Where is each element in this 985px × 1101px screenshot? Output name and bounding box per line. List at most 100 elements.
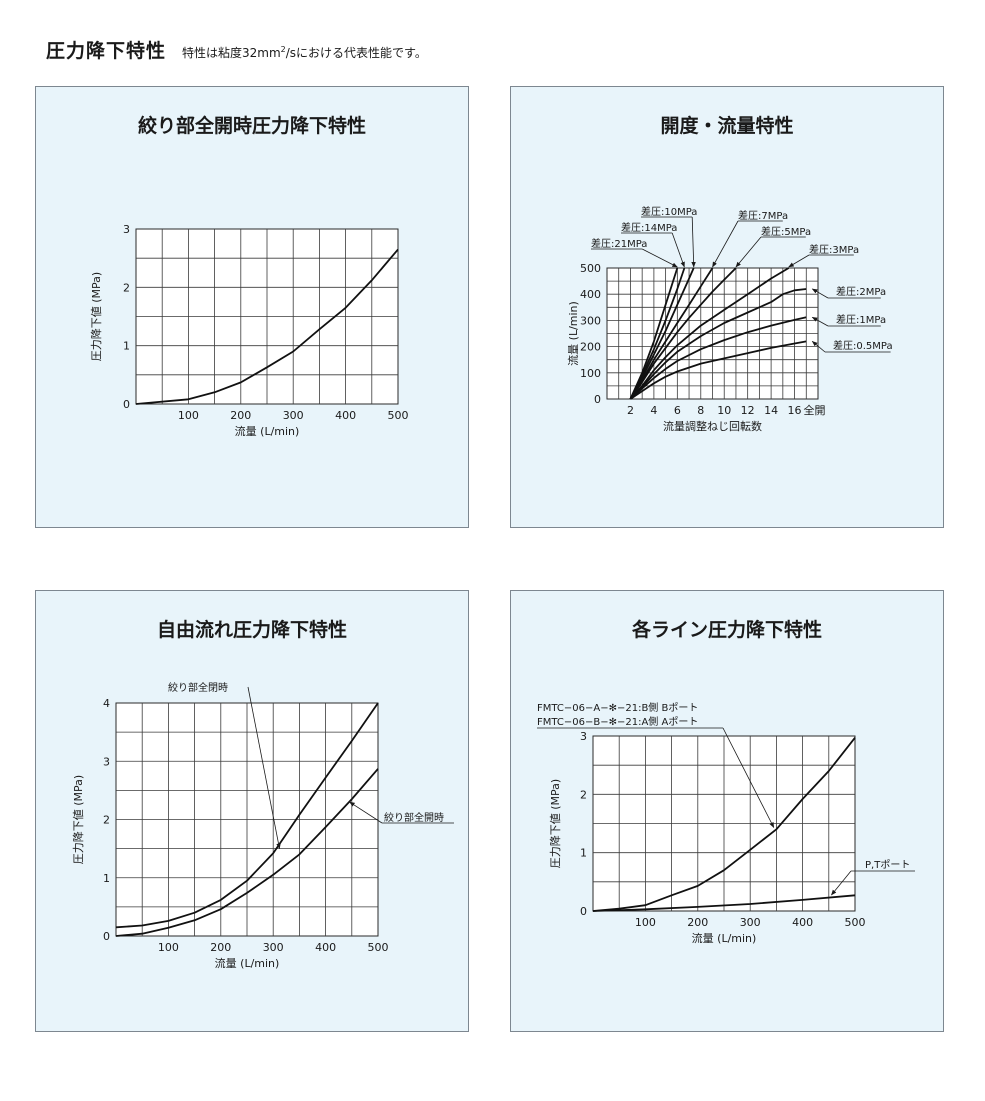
series-line-8	[629, 316, 807, 400]
series-line-1	[115, 702, 379, 929]
y-tick-label: 0	[123, 398, 130, 411]
x-tick-label: 300	[740, 916, 761, 929]
series-line-1	[135, 248, 399, 405]
leader-line	[712, 220, 739, 268]
x-tick-label: 200	[687, 916, 708, 929]
chart-title: 開度・流量特性	[660, 115, 794, 137]
y-tick-label: 1	[103, 872, 110, 885]
x-tick-label: 100	[178, 409, 199, 422]
x-tick-label: 400	[335, 409, 356, 422]
page-note-text: 特性は粘度32mm	[182, 46, 281, 60]
series-line-3	[629, 267, 695, 400]
chart-panel-each-line: 各ライン圧力降下特性 100 200 300 400 500 0 1 2 3 流量 (L/min)…	[510, 590, 944, 1032]
series-label-pt: P,Tポート	[865, 859, 910, 871]
chart-svg: 100 200 300 400 500 0 1 2 3 流量 (L/min) 圧力降下値 (MPa)…	[537, 701, 915, 945]
series-label: 差圧:7MPa	[738, 209, 788, 222]
x-tick-label: 200	[230, 409, 251, 422]
y-tick-label: 1	[123, 340, 130, 353]
leader-line	[811, 288, 829, 299]
y-tick-label: 2	[103, 814, 110, 827]
chart-svg: 100 200 300 400 500 0 1 2 3 流量 (L/min) 圧力降下値 (MPa)	[89, 223, 409, 438]
series-label: 差圧:14MPa	[621, 221, 677, 234]
chart-panel-opening-flow: 開度・流量特性 2 4 6 8 10 12 14 16 0 100 200 300 400 500 全開 流量…	[510, 86, 944, 528]
x-tick-label: 10	[717, 404, 731, 417]
y-tick-label: 1	[580, 847, 587, 860]
series-label-closed: 絞り部全閉時	[168, 681, 228, 694]
y-tick-label: 3	[103, 755, 110, 768]
x-tick-label: 100	[635, 916, 656, 929]
y-tick-label: 100	[580, 367, 601, 380]
x-tick-label: 500	[388, 409, 409, 422]
page-note: 特性は粘度32mm2/sにおける代表性能です。	[182, 44, 427, 61]
x-tick-label: 400	[315, 941, 336, 954]
chart-title: 各ライン圧力降下特性	[631, 619, 822, 641]
chart-panel-free-flow: 自由流れ圧力降下特性 100 200 300 400 500 0 1 2 3 4 流量 (L/min…	[35, 590, 469, 1032]
x-axis-label: 流量 (L/min)	[235, 424, 300, 438]
x-axis-label: 流量 (L/min)	[215, 956, 280, 970]
x-tick-label: 200	[210, 941, 231, 954]
page-note-text-end: /sにおける代表性能です。	[285, 46, 427, 60]
y-tick-label: 200	[580, 341, 601, 354]
y-tick-label: 300	[580, 314, 601, 327]
x-tick-label: 2	[627, 404, 634, 417]
leader-line	[349, 801, 383, 824]
x-tick-label: 300	[283, 409, 304, 422]
x-tick-label: 12	[741, 404, 755, 417]
x-tick-label: 8	[697, 404, 704, 417]
series-line-4	[629, 267, 714, 400]
y-axis-label: 圧力降下値 (MPa)	[548, 779, 562, 868]
page-header: 圧力降下特性 特性は粘度32mm2/sにおける代表性能です。	[46, 36, 427, 62]
x-tick-label: 16	[788, 404, 802, 417]
y-tick-label: 0	[594, 393, 601, 406]
y-tick-label: 500	[580, 262, 601, 275]
chart-panel-full-open: 絞り部全開時圧力降下特性 100 200 300 400 500 0 1 2 3 流量 (L/mi…	[35, 86, 469, 528]
y-axis-label: 流量 (L/min)	[566, 301, 580, 366]
series-label: 差圧:2MPa	[836, 285, 886, 298]
x-tick-label: 4	[650, 404, 657, 417]
x-tick-label: 6	[674, 404, 681, 417]
x-tick-label: 500	[845, 916, 866, 929]
x-tick-label: 100	[158, 941, 179, 954]
chart-title: 絞り部全開時圧力降下特性	[137, 115, 366, 137]
x-tick-label: 400	[792, 916, 813, 929]
series-label: 差圧:10MPa	[641, 205, 697, 218]
y-tick-label: 0	[103, 930, 110, 943]
x-end-label: 全開	[804, 403, 826, 417]
y-tick-label: 4	[103, 697, 110, 710]
series-label-ab-2: FMTC−06−B−✻−21:A側 Aポート	[537, 715, 698, 728]
chart-title: 自由流れ圧力降下特性	[156, 619, 347, 641]
y-tick-label: 2	[580, 788, 587, 801]
series-label: 差圧:1MPa	[836, 313, 886, 326]
leader-line	[671, 232, 685, 268]
series-line-9	[629, 340, 807, 400]
leader-line	[788, 254, 810, 268]
leader-line	[831, 870, 852, 896]
series-label: 差圧:5MPa	[761, 225, 811, 238]
series-line-5	[629, 267, 737, 400]
series-line-6	[629, 267, 790, 400]
y-tick-label: 3	[123, 223, 130, 236]
leader-line	[811, 341, 826, 353]
x-tick-label: 500	[368, 941, 389, 954]
series-line-2	[592, 894, 856, 912]
leader-line	[811, 316, 829, 327]
series-line-2	[115, 768, 379, 937]
series-label-open: 絞り部全開時	[384, 811, 444, 824]
leader-line	[247, 686, 281, 850]
series-label: 差圧:21MPa	[591, 237, 647, 250]
leader-line	[735, 236, 762, 268]
y-tick-label: 2	[123, 281, 130, 294]
y-axis-label: 圧力降下値 (MPa)	[71, 775, 85, 864]
y-tick-label: 400	[580, 288, 601, 301]
series-label: 差圧:3MPa	[809, 243, 859, 256]
x-tick-label: 300	[263, 941, 284, 954]
y-tick-label: 0	[580, 905, 587, 918]
series-line-2	[629, 267, 686, 400]
x-axis-label: 流量調整ねじ回転数	[663, 419, 762, 433]
series-label-ab-1: FMTC−06−A−✻−21:B側 Bポート	[537, 701, 698, 714]
leader-line	[691, 216, 696, 268]
leader-line	[722, 727, 775, 828]
x-tick-label: 14	[764, 404, 778, 417]
series-label: 差圧:0.5MPa	[833, 339, 893, 352]
